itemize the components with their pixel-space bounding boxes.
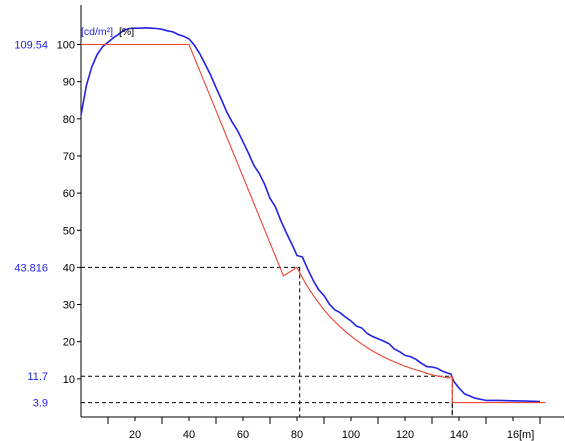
y-tick-label: 60 [63,188,75,200]
luminance-value-label: 109.54 [14,40,48,52]
y-unit-label: [cd/m²] [%] [81,26,134,38]
reference-curve [81,43,546,404]
series-layer [80,26,546,404]
luminance-value-label: 11.7 [27,371,48,383]
measured-curve [80,26,541,403]
y-tick-label: 20 [63,337,75,349]
y-tick-label: 100 [57,40,75,52]
x-tick-label: 60 [237,429,249,441]
axes [80,5,564,418]
y-tick-label: 50 [63,225,75,237]
y-tick-label: 30 [63,300,75,312]
luminance-value-label: 43.816 [14,262,48,274]
tick-labels: 10 20 30 40 50 60 70 80 90 100 20 40 60 80 100 120 140 16… [14,40,519,441]
x-tick-label: 80 [291,429,303,441]
guide-lines [81,266,453,417]
y-tick-label: 80 [63,114,75,126]
x-tick-label: 20 [129,429,141,441]
x-unit-label: [m] [519,429,534,441]
x-tick-label: 40 [183,429,195,441]
x-tick-label: 120 [396,429,414,441]
luminance-unit: [cd/m²] [81,26,113,38]
y-tick-label: 40 [63,262,75,274]
x-tick-label: 100 [342,429,360,441]
y-tick-label: 10 [63,374,75,386]
y-tick-label: 70 [63,151,75,163]
x-tick-label: 140 [450,429,468,441]
y-tick-label: 90 [63,77,75,89]
luminance-value-label: 3.9 [33,398,48,410]
x-tick-label: 16 [507,429,519,441]
percent-unit: [%] [119,26,134,38]
tick-marks [77,44,541,424]
